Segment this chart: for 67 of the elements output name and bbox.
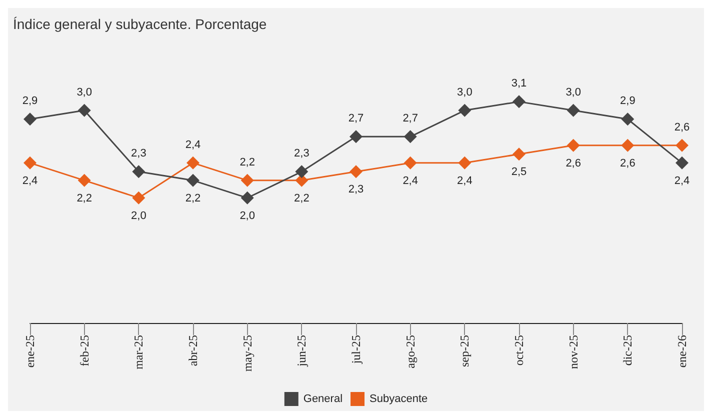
x-tick-label: oct-25 — [512, 335, 526, 366]
data-label: 2,0 — [131, 210, 146, 222]
x-tick-label: sep-25 — [458, 335, 472, 367]
point — [240, 174, 254, 187]
x-tick-label: feb-25 — [77, 335, 92, 366]
point — [186, 174, 200, 187]
x-tick-label: abr-25 — [186, 335, 200, 366]
data-label: 2,0 — [240, 210, 255, 222]
data-label: 3,1 — [511, 78, 527, 90]
data-label: 2,4 — [402, 174, 418, 187]
point — [512, 95, 526, 108]
point — [24, 156, 36, 170]
point — [458, 104, 472, 117]
data-label: 3,0 — [76, 86, 92, 98]
point — [350, 130, 362, 144]
point — [404, 130, 417, 144]
data-label: 2,7 — [348, 112, 364, 125]
point — [566, 138, 580, 152]
point — [566, 104, 580, 117]
data-label: 2,7 — [402, 112, 418, 125]
data-label: 2,4 — [22, 174, 38, 187]
point — [621, 138, 634, 152]
point — [458, 156, 472, 170]
point — [676, 138, 688, 152]
point — [78, 174, 91, 187]
point — [676, 156, 688, 170]
x-tick-label: ene-26 — [675, 335, 689, 368]
x-tick-label: mar-25 — [132, 335, 146, 370]
x-tick-label: may-25 — [240, 335, 254, 372]
point — [240, 191, 254, 204]
data-label: 2,2 — [240, 156, 255, 168]
data-label: 3,0 — [566, 86, 581, 98]
point — [132, 165, 146, 178]
data-label: 2,2 — [76, 192, 92, 204]
point — [512, 148, 526, 161]
data-label: 2,4 — [457, 174, 472, 187]
point — [78, 104, 91, 117]
data-label: 2,3 — [294, 148, 310, 160]
x-tick-label: dic-25 — [620, 335, 635, 366]
x-tick-label: jun-25 — [294, 335, 309, 368]
point — [621, 112, 634, 126]
data-label: 3,0 — [457, 86, 472, 98]
legend-label: Subyacente — [370, 393, 428, 405]
point — [132, 191, 146, 204]
point — [24, 112, 36, 126]
data-label: 2,2 — [185, 192, 201, 204]
data-label: 2,4 — [674, 174, 690, 187]
point — [295, 165, 308, 178]
data-label: 2,6 — [620, 157, 636, 170]
data-label: 2,6 — [566, 157, 581, 170]
x-tick-label: jul-25 — [349, 335, 363, 365]
point — [404, 156, 417, 170]
chart-title: Índice general y subyacente. Porcentage — [13, 16, 267, 32]
point — [350, 165, 362, 178]
data-label: 2,4 — [185, 138, 201, 151]
legend-label: General — [303, 393, 343, 405]
data-label: 2,9 — [22, 95, 38, 108]
data-label: 2,3 — [131, 148, 146, 160]
data-label: 2,9 — [620, 95, 636, 108]
x-tick-label: ene-25 — [23, 335, 37, 368]
point — [186, 156, 200, 170]
x-tick-label: nov-25 — [566, 335, 580, 369]
data-label: 2,2 — [294, 192, 310, 204]
x-tick-label: ago-25 — [403, 335, 418, 368]
data-label: 2,6 — [674, 121, 690, 134]
data-label: 2,5 — [511, 166, 527, 178]
data-label: 2,3 — [348, 184, 364, 196]
